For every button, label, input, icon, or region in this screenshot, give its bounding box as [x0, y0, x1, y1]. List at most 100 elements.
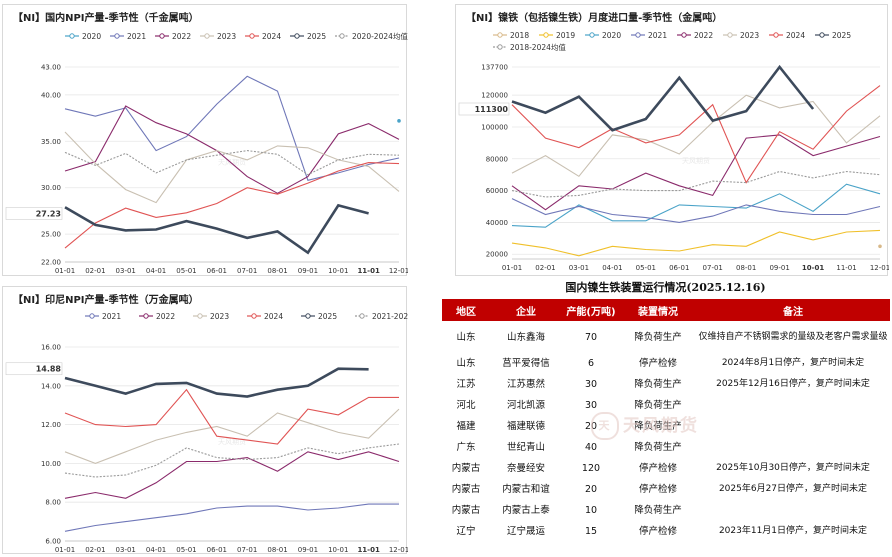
chart-indonesia-npi: 【NI】印尼NPI产量-季节性（万金属吨） 2021 2022 2023 2024 202…: [5, 293, 408, 554]
legend-label: 2022: [172, 32, 191, 41]
legend-marker: [681, 32, 687, 38]
latest-value-callout: 27.23: [36, 209, 61, 218]
legend-item: 2024: [247, 312, 283, 321]
legend-item: 2024: [769, 31, 805, 40]
cell-status: 停产检修: [638, 358, 677, 369]
x-tick-label: 08-01: [736, 264, 756, 272]
y-tick-label: 20000: [486, 251, 508, 259]
cell-company: 奈曼经安: [506, 463, 545, 474]
legend-label: 2022: [694, 31, 713, 40]
x-tick-label: 06-01: [207, 267, 227, 275]
cell-capacity: 15: [584, 526, 598, 537]
cell-status: 停产检修: [638, 526, 677, 537]
legend-marker: [305, 313, 311, 319]
table-row: 江苏 江苏惠然 30 降负荷生产 2025年12月16日停产，复产时间未定: [442, 374, 890, 395]
x-tick-label: 10-01: [328, 546, 348, 554]
series-line-2025: [64, 203, 369, 255]
legend-marker: [543, 32, 549, 38]
cell-status: 降负荷生产: [634, 421, 682, 432]
x-tick-label: 02-01: [85, 546, 105, 554]
cell-company: 内蒙古上泰: [502, 505, 550, 516]
x-tick-label: 09-01: [298, 267, 318, 275]
chart-panel-domestic-npi: 【NI】国内NPI产量-季节性（千金属吨） 2020 2021 2022 2023 202…: [2, 4, 408, 276]
legend-label: 2024: [264, 312, 283, 321]
x-tick-label: 01-01: [502, 264, 522, 272]
table-watermark-text: 天风期货: [623, 416, 699, 436]
y-tick-label: 43.00: [41, 64, 61, 72]
series-point-2020: [397, 119, 401, 123]
y-tick-label: 40.00: [41, 91, 61, 99]
legend-marker: [204, 33, 210, 39]
legend-item: 2018-2024均值: [493, 42, 566, 52]
legend-item: 2025: [290, 32, 326, 41]
series-line-2024: [511, 85, 881, 184]
y-tick-label: 25.00: [41, 231, 61, 239]
legend-label: 2023: [740, 31, 759, 40]
legend-marker: [89, 313, 95, 319]
cell-region: 内蒙古: [451, 463, 481, 474]
y-tick-label: 8.00: [45, 499, 61, 507]
x-tick-label: 11-01: [836, 264, 856, 272]
x-tick-label: 08-01: [267, 546, 287, 554]
table-row: 广东 世纪青山 40 降负荷生产: [442, 437, 890, 458]
header-status: 装置情况: [620, 299, 696, 321]
legend-item: 2023: [723, 31, 759, 40]
series-line-2021: [64, 75, 400, 181]
legend-marker: [143, 313, 149, 319]
cell-status: 停产检修: [638, 484, 677, 495]
series-line-2022: [511, 134, 881, 211]
legend-label: 2025: [832, 31, 851, 40]
legend-item: 2021: [110, 32, 146, 41]
latest-value-callout-box: [5, 207, 63, 220]
series-line-2025: [511, 64, 815, 132]
series-line-2021-2024均值: [64, 443, 400, 478]
legend-item: 2021-2024均值: [355, 311, 408, 321]
chart-watermark: 天风期货: [218, 437, 246, 446]
legend-label: 2025: [318, 312, 337, 321]
latest-value-callout-box: [5, 362, 63, 376]
y-tick-label: 30.00: [41, 184, 61, 192]
legend-label: 2021-2024均值: [372, 311, 408, 321]
legend-label: 2020: [82, 32, 101, 41]
y-tick-label: 22.00: [41, 259, 61, 267]
cell-region: 山东: [456, 331, 476, 343]
table-header-row: 地区 企业 产能(万吨) 装置情况 备注: [442, 299, 890, 321]
x-tick-label: 11-01: [357, 267, 380, 275]
legend-item: 2025: [301, 312, 337, 321]
cell-region: 福建: [456, 421, 476, 432]
series-line-2019: [511, 229, 881, 257]
legend-item: 2025: [815, 31, 851, 40]
y-tick-label: 137700: [481, 64, 508, 72]
series-line-2023: [511, 94, 881, 178]
legend-item: 2022: [139, 312, 175, 321]
cell-capacity: 10: [584, 505, 598, 516]
chart-nickel-iron-imports: 【NI】镍铁（包括镍生铁）月度进口量-季节性（金属吨） 2018 2019 2020 2…: [458, 11, 889, 272]
legend-label: 2018: [510, 31, 529, 40]
cell-capacity: 30: [584, 379, 598, 390]
y-tick-label: 120000: [481, 92, 508, 100]
cell-status: 降负荷生产: [634, 442, 682, 453]
series-line-2023: [64, 131, 400, 204]
y-tick-label: 14.00: [41, 382, 61, 390]
legend-label: 2025: [307, 32, 326, 41]
cell-capacity: 40: [584, 442, 598, 453]
cell-region: 内蒙古: [451, 484, 481, 495]
header-notes: 备注: [696, 299, 890, 321]
x-tick-label: 09-01: [298, 546, 318, 554]
legend-item: 2020: [65, 32, 101, 41]
cell-capacity: 20: [584, 484, 598, 495]
cell-capacity: 30: [584, 400, 598, 411]
legend-label: 2020-2024均值: [352, 31, 408, 41]
legend-marker: [251, 313, 257, 319]
legend-marker: [249, 33, 255, 39]
series-line-2024: [64, 162, 400, 249]
x-tick-label: 09-01: [769, 264, 789, 272]
cell-notes: [696, 500, 890, 521]
cell-notes: 2025年6月27日停产，复产时间未定: [718, 484, 868, 494]
table-row: 内蒙古 奈曼经安 120 停产检修 2025年10月30日停产，复产时间未定: [442, 458, 890, 479]
x-tick-label: 03-01: [116, 267, 136, 275]
x-tick-label: 04-01: [602, 264, 622, 272]
cell-company: 内蒙古和谊: [502, 484, 550, 495]
table-watermark: 天天风期货: [591, 411, 761, 451]
x-tick-label: 10-01: [802, 264, 825, 272]
